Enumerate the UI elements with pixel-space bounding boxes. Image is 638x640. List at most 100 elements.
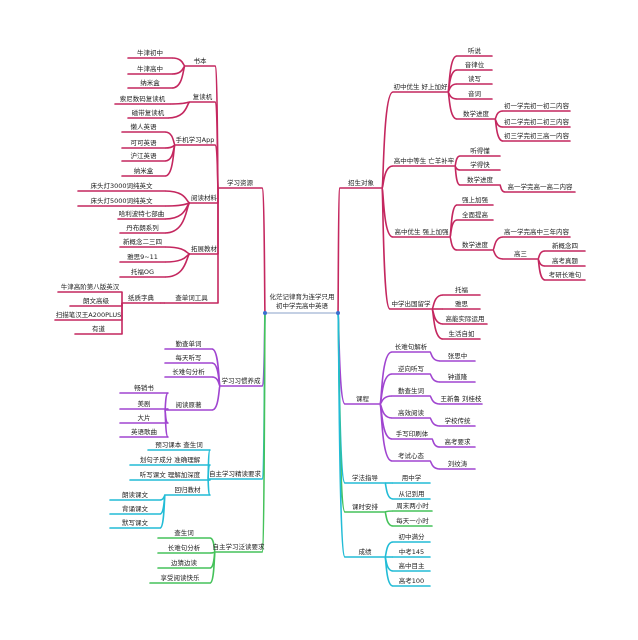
node-R2f1[interactable]: 刘纹涛 [447,460,468,468]
node-R3[interactable]: 学法指导 [352,474,378,482]
node-L1e2[interactable]: 雅思9~11 [127,253,158,261]
node-R1d4[interactable]: 生活自如 [448,330,475,338]
node-R4a[interactable]: 周末两小时 [396,502,429,510]
node-R5[interactable]: 成绩 [358,548,372,556]
node-L1c1[interactable]: 懒人英语 [130,123,157,131]
node-R1b2[interactable]: 学得快 [470,161,490,169]
node-R1a2[interactable]: 音律位 [464,61,485,69]
node-R1b[interactable]: 高中中等生 亡羊补牢 [393,157,455,165]
node-R1b3[interactable]: 数学进度 [467,176,493,184]
node-R2d1[interactable]: 学校传统 [444,417,471,425]
node-L4d[interactable]: 享受阅读快乐 [160,574,200,582]
node-L1f1a[interactable]: 牛津高阶第八版英汉 [60,283,120,291]
node-R1d1[interactable]: 托福 [455,286,468,294]
node-R1a1[interactable]: 听说 [468,47,481,55]
node-L1b1[interactable]: 索尼数码复读机 [119,95,166,103]
node-R1c2[interactable]: 全面提高 [462,211,488,219]
node-R1c1[interactable]: 强上加强 [462,196,488,204]
node-L2d[interactable]: 阅读原著 [175,401,202,409]
node-R2e[interactable]: 手写印刷体 [395,430,429,438]
node-L1b2[interactable]: 磁带复读机 [131,109,165,117]
node-L3d[interactable]: 回归教材 [174,486,201,494]
node-L1d2[interactable]: 床头灯5000词纯英文 [90,197,153,205]
node-L1f[interactable]: 查单词工具 [175,294,208,302]
node-L1a3[interactable]: 纳米盒 [140,79,160,87]
node-R1[interactable]: 招生对象 [348,179,374,187]
node-L3c[interactable]: 听写课文 理解加深度 [139,471,201,479]
node-R1c3a[interactable]: 高一学完高中三年内容 [504,228,569,236]
node-L1c2[interactable]: 可可英语 [130,139,157,147]
node-R1a[interactable]: 初中优生 好上加好 [393,83,448,91]
node-R1c3b1[interactable]: 新概念四 [552,242,578,250]
node-R1a4[interactable]: 音词 [468,90,481,98]
node-L1e[interactable]: 拓展教材 [191,245,217,253]
node-R1d2[interactable]: 雅思 [455,300,468,308]
node-R5d[interactable]: 高考100 [398,577,425,585]
node-L4[interactable]: 自主学习泛读要求 [212,543,265,551]
node-L1f1[interactable]: 纸质字典 [128,294,154,302]
node-L1c[interactable]: 手机学习App [175,136,215,144]
node-L2d2[interactable]: 美剧 [137,400,151,408]
node-L1d3[interactable]: 哈利波特七部曲 [118,210,165,218]
node-R3a[interactable]: 用中学 [401,474,422,482]
node-L1f1b[interactable]: 朗文高级 [83,297,109,305]
node-L1e3[interactable]: 托福OG [130,268,155,276]
node-L1e1[interactable]: 新概念二三四 [123,238,162,246]
node-L1d1[interactable]: 床头灯3000词纯英文 [90,182,153,190]
node-R1b3a[interactable]: 高一学完高一高二内容 [507,183,573,191]
node-L1b[interactable]: 复读机 [192,93,213,101]
node-R1c[interactable]: 高中优生 强上加强 [394,228,449,236]
node-R5a[interactable]: 初中满分 [398,533,425,541]
node-L1d[interactable]: 阅读材料 [191,194,217,202]
node-L3d1[interactable]: 朗读课文 [122,491,148,499]
node-R2a[interactable]: 长难句解析 [394,343,428,351]
node-R2c1[interactable]: 王新鲁 刘桂枝 [440,395,482,403]
node-R2f[interactable]: 考试心态 [398,452,424,460]
node-L2d1[interactable]: 畅销书 [134,384,154,392]
node-R1a5b[interactable]: 初二学完初二初三内容 [504,118,569,126]
node-L3a[interactable]: 预习课本 查生词 [155,441,203,449]
center-topic[interactable]: 化茫记律育为连学只用 初中学完高中英语 [270,293,335,311]
node-R1c3[interactable]: 数学进度 [462,241,488,249]
node-L4c[interactable]: 边猜边读 [171,559,197,567]
node-L1c4[interactable]: 纳米盒 [133,167,154,175]
node-R2b[interactable]: 逆向听写 [398,365,424,373]
node-L2d3[interactable]: 大片 [137,414,151,422]
node-R2[interactable]: 课程 [356,395,369,403]
node-L1c3[interactable]: 沪江英语 [130,152,157,160]
node-L2b[interactable]: 每天听写 [175,354,202,362]
node-L1a2[interactable]: 牛津高中 [137,65,163,73]
node-L4b[interactable]: 长难句分析 [167,544,201,552]
node-L2[interactable]: 学习习惯养成 [221,377,261,385]
node-R2c[interactable]: 勤查生词 [398,387,424,395]
node-R1a5c[interactable]: 初三学完初三高一内容 [504,132,569,140]
node-R1c3b2[interactable]: 高考真题 [552,257,578,265]
node-R1c3b[interactable]: 高三 [514,250,527,258]
node-R2a1[interactable]: 张思中 [447,352,468,360]
node-R3b[interactable]: 从记到用 [398,490,425,498]
node-R1a3[interactable]: 读写 [468,75,481,83]
node-R1d3[interactable]: 高能实际运用 [445,315,485,323]
node-R1b1[interactable]: 听得懂 [470,147,490,155]
node-R1a5[interactable]: 数学进度 [463,110,489,118]
node-L4a[interactable]: 查生词 [174,529,194,537]
node-R2d[interactable]: 高效阅读 [398,409,424,417]
node-R5c[interactable]: 高中目主 [398,562,425,570]
node-R2e1[interactable]: 高考要求 [444,438,471,446]
node-R4[interactable]: 课时安排 [352,503,378,511]
node-R1d[interactable]: 中学出国留学 [391,300,431,308]
node-L1d4[interactable]: 丹布朗系列 [126,224,159,232]
node-L1f1c[interactable]: 扫描笔汉王A200PLUS [55,311,122,319]
node-R1c3b3[interactable]: 考研长难句 [548,271,582,279]
node-R5b[interactable]: 中考145 [398,548,425,556]
node-L1a1[interactable]: 牛津初中 [137,49,163,57]
node-R1a5a[interactable]: 初一学完初一初二内容 [504,102,569,110]
node-L2d4[interactable]: 英语歌曲 [131,428,157,436]
node-L2a[interactable]: 勤查单词 [175,340,202,348]
node-L3d2[interactable]: 背诵课文 [122,505,148,513]
node-L3b[interactable]: 划句子成分 准确理解 [139,456,201,464]
node-L1[interactable]: 学习资源 [227,179,253,187]
node-L3[interactable]: 自主学习精读要求 [209,470,261,478]
node-L1f1d[interactable]: 有道 [92,325,105,333]
node-R2b1[interactable]: 钟道隆 [447,373,468,381]
